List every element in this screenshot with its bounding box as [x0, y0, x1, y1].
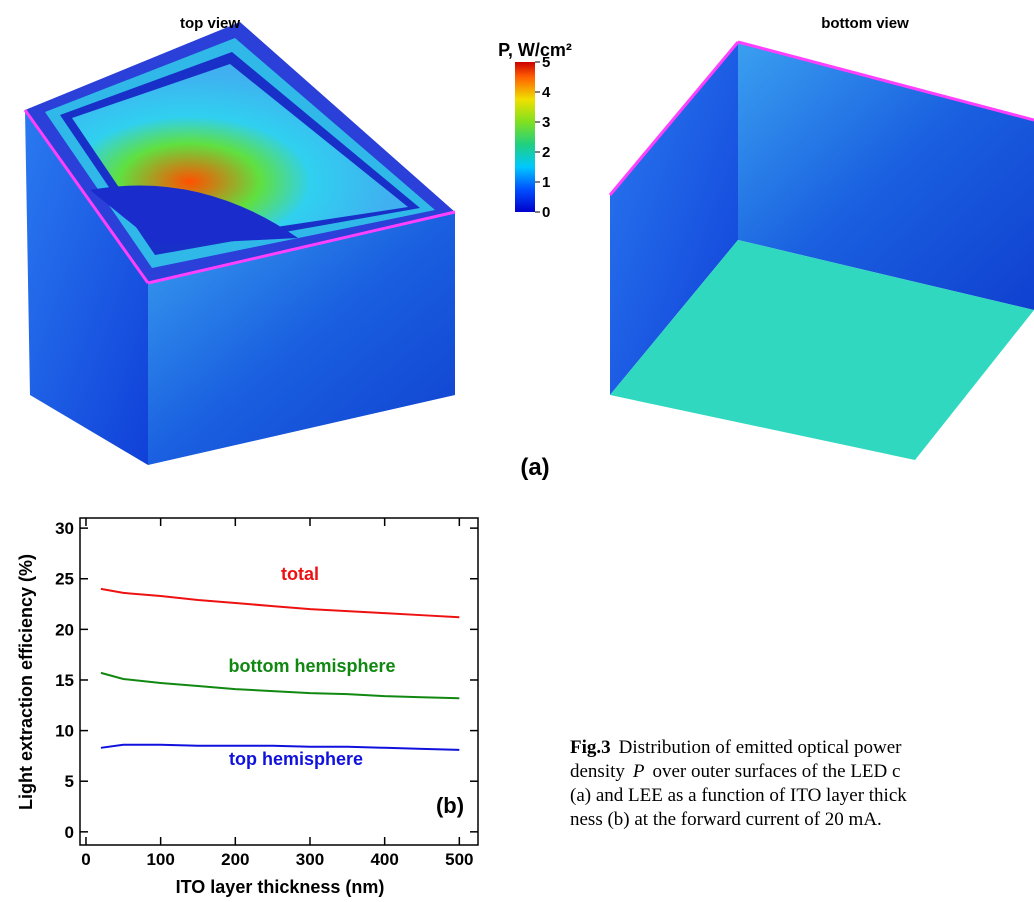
- y-axis-label: Light extraction efficiency (%): [16, 554, 36, 810]
- caption-text: density: [570, 761, 625, 782]
- colorbar-tick-label: 4: [542, 84, 551, 101]
- panel-b-label: (b): [436, 793, 464, 818]
- x-tick-label: 100: [146, 850, 174, 869]
- caption-text: Distribution of emitted optical power: [619, 737, 903, 758]
- colorbar: [515, 62, 535, 212]
- line: [101, 673, 459, 698]
- colorbar-title: P, W/cm²: [498, 40, 572, 60]
- colorbar-tick-label: 3: [542, 114, 550, 131]
- caption-symbol: P: [632, 761, 645, 782]
- y-tick-label: 0: [65, 823, 74, 842]
- panel-a-label: (a): [520, 454, 549, 481]
- colorbar-tick-label: 0: [542, 204, 550, 221]
- caption-line: (a) and LEE as a function of ITO layer t…: [570, 785, 907, 806]
- figure: top view bottom view P, W/cm² (a) ITO la…: [0, 0, 1034, 902]
- x-axis-label: ITO layer thickness (nm): [176, 877, 385, 897]
- colorbar-tick-label: 2: [542, 144, 550, 161]
- series-label: total: [281, 564, 319, 584]
- x-tick-label: 0: [81, 850, 90, 869]
- bottom-view-label: bottom view: [821, 15, 909, 32]
- colorbar-tick-label: 5: [542, 54, 550, 71]
- caption-line: ness (b) at the forward current of 20 mA…: [570, 809, 882, 830]
- series-label: bottom hemisphere: [228, 656, 395, 676]
- y-tick-label: 20: [55, 620, 74, 639]
- y-tick-label: 30: [55, 519, 74, 538]
- x-tick-label: 300: [296, 850, 324, 869]
- top-view-label: top view: [180, 15, 240, 32]
- y-tick-label: 25: [55, 570, 74, 589]
- line: [101, 589, 459, 617]
- y-tick-label: 10: [55, 722, 74, 741]
- page: top view bottom view P, W/cm² (a) ITO la…: [0, 0, 1034, 902]
- x-tick-label: 500: [445, 850, 473, 869]
- x-tick-label: 200: [221, 850, 249, 869]
- figure-number: Fig.3: [570, 737, 611, 758]
- y-tick-label: 15: [55, 671, 74, 690]
- bottom-view-render: [610, 42, 1034, 460]
- top-view-render: [25, 22, 455, 465]
- series-label: top hemisphere: [229, 749, 363, 769]
- caption-text: over outer surfaces of the LED c: [653, 761, 901, 782]
- caption-line: Fig.3 Distribution of emitted optical pow…: [570, 737, 902, 758]
- colorbar-tick-label: 1: [542, 174, 550, 191]
- x-tick-label: 400: [370, 850, 398, 869]
- y-tick-label: 5: [65, 772, 74, 791]
